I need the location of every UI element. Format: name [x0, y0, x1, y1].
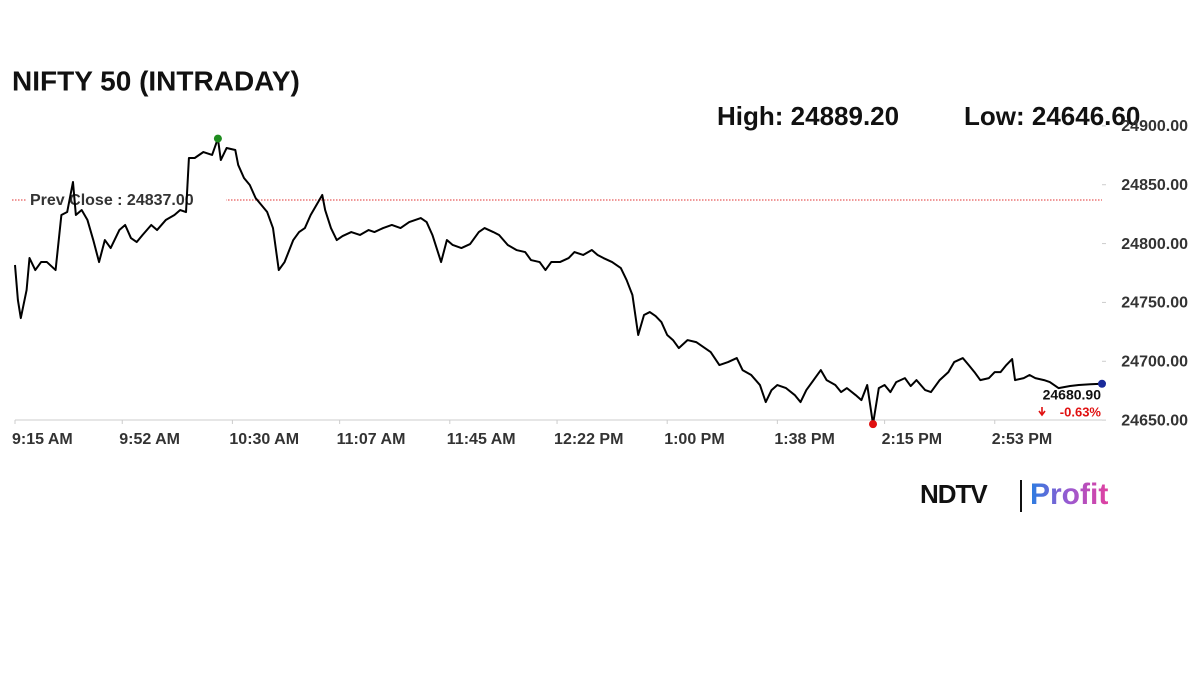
- x-tick-label: 1:00 PM: [664, 431, 724, 448]
- plot-area: 24650.00 24700.00 24750.00 24800.00 24850.00…: [12, 118, 1188, 448]
- last-value-label: 24680.90: [1043, 387, 1102, 403]
- y-tick-label: 24700.00: [1121, 353, 1188, 370]
- x-tick-label: 11:07 AM: [337, 431, 406, 448]
- brand-profit: Profit: [1030, 478, 1108, 511]
- y-tick-label: 24850.00: [1121, 177, 1188, 194]
- marker-dot: [213, 134, 222, 143]
- price-line: [14, 137, 1103, 426]
- y-tick-label: 24750.00: [1121, 295, 1188, 312]
- x-tick-label: 11:45 AM: [447, 431, 516, 448]
- x-tick-label: 1:38 PM: [774, 431, 834, 448]
- marker-dot: [869, 420, 878, 429]
- marker-dot: [1098, 379, 1106, 388]
- high-label: High: 24889.20: [717, 101, 899, 131]
- down-arrow-icon: [1038, 407, 1046, 417]
- x-tick-label: 10:30 AM: [229, 431, 299, 448]
- x-tick-label: 2:53 PM: [992, 431, 1052, 448]
- chart-title: NIFTY 50 (INTRADAY): [12, 65, 300, 96]
- change-label: -0.63%: [1060, 404, 1102, 419]
- x-tick-label: 9:52 AM: [119, 431, 180, 448]
- x-tick-label: 9:15 AM: [12, 431, 73, 448]
- y-tick-label: 24650.00: [1121, 412, 1188, 429]
- x-tick-label: 2:15 PM: [882, 431, 942, 448]
- x-tick-label: 12:22 PM: [554, 431, 623, 448]
- y-tick-label: 24900.00: [1121, 118, 1188, 135]
- prev-close-label: Prev Close : 24837.00: [30, 192, 194, 209]
- brand-ndtv: NDTV: [920, 479, 988, 509]
- y-tick-label: 24800.00: [1121, 236, 1188, 253]
- low-label: Low: 24646.60: [964, 101, 1140, 131]
